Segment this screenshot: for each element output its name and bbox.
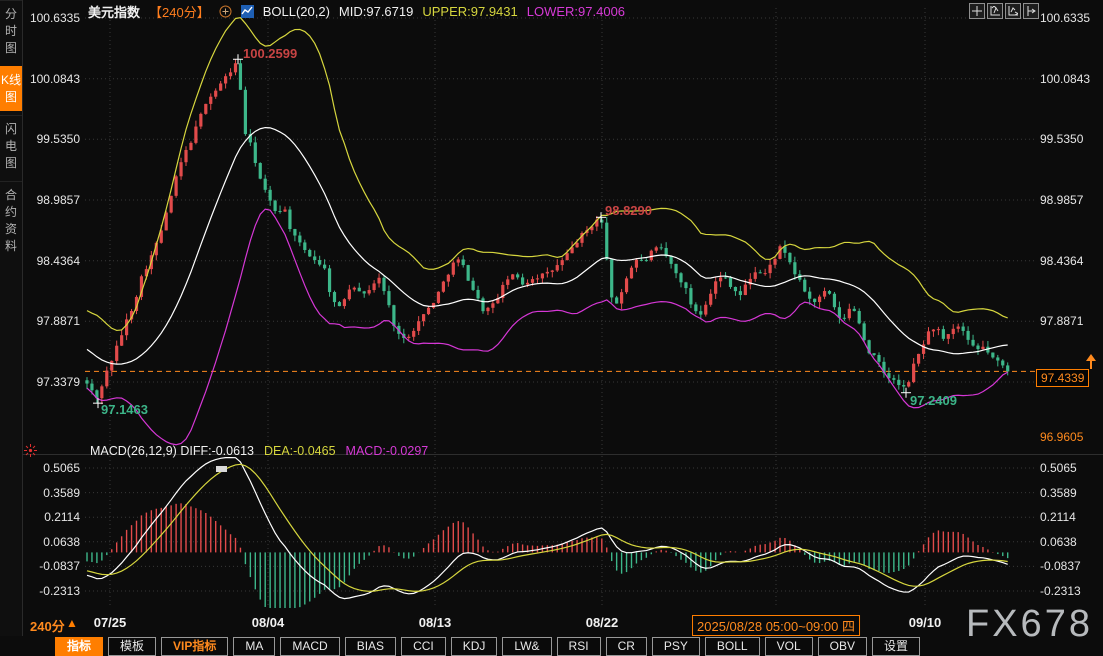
chart-header: 美元指数 【240分】 BOLL(20,2) MID:97.6719 UPPER… bbox=[88, 3, 625, 20]
axis-zoom-horizontal-icon[interactable] bbox=[1005, 3, 1021, 19]
gridlines bbox=[85, 8, 1035, 608]
sidebar-tab-1[interactable]: 分时图 bbox=[0, 0, 22, 62]
main-axis-left-label: 99.5350 bbox=[36, 132, 80, 146]
macd-axis-right-label: 0.0638 bbox=[1040, 535, 1077, 549]
boll-label: BOLL(20,2) bbox=[262, 4, 330, 19]
main-axis-left-label: 97.3379 bbox=[36, 375, 80, 389]
toolbar-button-OBV[interactable]: OBV bbox=[817, 637, 867, 656]
toolbar-button-设置[interactable]: 设置 bbox=[871, 637, 920, 656]
crosshair-tool-icon[interactable] bbox=[969, 3, 985, 19]
instrument-title: 美元指数 bbox=[88, 5, 141, 20]
macd-axis-left-label: -0.0837 bbox=[39, 559, 80, 573]
macd-axis-right-label: 0.3589 bbox=[1040, 486, 1077, 500]
pane-divider bbox=[22, 454, 1103, 455]
period-tag[interactable]: 【240分】 bbox=[149, 5, 210, 20]
pane-splitter-handle[interactable] bbox=[216, 466, 227, 472]
toolbar-button-指标[interactable]: 指标 bbox=[55, 637, 104, 656]
brand-watermark: FX678 bbox=[966, 603, 1093, 645]
x-axis-date-label: 08/22 bbox=[585, 615, 619, 630]
boll-lower-value: LOWER:97.4006 bbox=[526, 4, 626, 19]
boll-mid-value: MID:97.6719 bbox=[338, 4, 414, 19]
x-axis-date-label: 09/10 bbox=[908, 615, 942, 630]
toolbar-button-BIAS[interactable]: BIAS bbox=[344, 637, 397, 656]
macd-dea-value: DEA:-0.0465 bbox=[263, 444, 336, 458]
main-axis-right-label: 98.4364 bbox=[1040, 254, 1084, 268]
macd-pane bbox=[86, 457, 1009, 608]
axis-pan-icon[interactable] bbox=[1023, 3, 1039, 19]
macd-axis-left-label: -0.2313 bbox=[39, 584, 80, 598]
macd-macd-value: MACD:-0.0297 bbox=[345, 444, 429, 458]
indicator-toolbar: 指标 模板 VIP指标 MA MACD BIAS CCI KDJ LW& RSI CR PSY BOLL… bbox=[55, 637, 920, 656]
crosshair-date-readout: 2025/08/28 05:00~09:00 四 bbox=[692, 615, 860, 636]
main-axis-left-label: 98.9857 bbox=[36, 193, 80, 207]
chart-type-sidebar: 分时图 K线图闪电图合约资料 bbox=[0, 0, 23, 636]
main-axis-left-label: 97.8871 bbox=[36, 314, 80, 328]
macd-indicator-header: MACD(26,12,9) DIFF:-0.0613 DEA:-0.0465 M… bbox=[90, 444, 428, 458]
x-axis-date-label: 07/25 bbox=[93, 615, 127, 630]
toolbar-button-MACD[interactable]: MACD bbox=[280, 637, 340, 656]
alert-starburst-icon[interactable] bbox=[23, 443, 38, 458]
macd-axis-right-label: -0.2313 bbox=[1040, 584, 1081, 598]
main-axis-right-label: 99.5350 bbox=[1040, 132, 1084, 146]
extreme-cross-markers bbox=[93, 54, 911, 409]
main-axis-right-label: 100.6335 bbox=[1040, 11, 1091, 25]
low-price-annotation: 97.1463 bbox=[101, 402, 148, 417]
macd-axis-left-label: 0.5065 bbox=[43, 461, 80, 475]
sidebar-tab-2[interactable]: K线图 bbox=[0, 66, 22, 111]
sidebar-tab-4[interactable]: 合约资料 bbox=[0, 181, 22, 260]
macd-axis-right-label: 0.2114 bbox=[1040, 510, 1076, 524]
main-axis-left-label: 100.0843 bbox=[29, 72, 80, 86]
x-axis-date-label: 08/04 bbox=[251, 615, 285, 630]
macd-title-and-diff: MACD(26,12,9) DIFF:-0.0613 bbox=[90, 444, 254, 458]
price-chart-plot[interactable] bbox=[0, 0, 1103, 612]
macd-dea-line bbox=[86, 463, 1008, 592]
x-axis-date-label: 08/13 bbox=[418, 615, 452, 630]
toolbar-button-模板[interactable]: 模板 bbox=[108, 637, 157, 656]
boll-upper-line bbox=[86, 17, 1008, 332]
chart-tools bbox=[969, 3, 1039, 19]
candlesticks bbox=[85, 59, 1010, 405]
toolbar-button-PSY[interactable]: PSY bbox=[651, 637, 700, 656]
main-axis-left-label: 100.6335 bbox=[29, 11, 80, 25]
macd-axis-left-label: 0.3589 bbox=[43, 486, 80, 500]
current-price-box: 97.4339 bbox=[1036, 369, 1090, 387]
sidebar-tab-3[interactable]: 闪电图 bbox=[0, 115, 22, 177]
toolbar-button-VIP指标[interactable]: VIP指标 bbox=[161, 637, 229, 656]
main-axis-right-label: 97.8871 bbox=[1040, 314, 1084, 328]
macd-axis-right-label: -0.0837 bbox=[1040, 559, 1081, 573]
axis-zoom-vertical-icon[interactable] bbox=[987, 3, 1003, 19]
boll-mid-line bbox=[86, 126, 1008, 365]
toolbar-button-BOLL[interactable]: BOLL bbox=[704, 637, 760, 656]
toolbar-button-CR[interactable]: CR bbox=[605, 637, 647, 656]
peak-price-annotation: 100.2599 bbox=[243, 46, 298, 61]
pane-min-label: 96.9605 bbox=[1040, 430, 1084, 444]
macd-diff-line bbox=[86, 457, 1008, 600]
macd-axis-left-label: 0.2114 bbox=[44, 510, 80, 524]
period-selector-arrow-icon[interactable]: ▲ bbox=[66, 616, 78, 630]
toolbar-button-MA[interactable]: MA bbox=[233, 637, 276, 656]
period-selector[interactable]: 240分 bbox=[30, 619, 65, 634]
toolbar-button-RSI[interactable]: RSI bbox=[556, 637, 601, 656]
main-axis-right-label: 98.9857 bbox=[1040, 193, 1084, 207]
second-low-annotation: 97.2409 bbox=[910, 393, 957, 408]
toolbar-button-KDJ[interactable]: KDJ bbox=[450, 637, 498, 656]
main-axis-right-label: 100.0843 bbox=[1040, 72, 1091, 86]
mid-peak-annotation: 98.8290 bbox=[605, 203, 652, 218]
boll-upper-value: UPPER:97.9431 bbox=[422, 4, 518, 19]
price-up-arrow-icon bbox=[1086, 354, 1096, 369]
main-axis-left-label: 98.4364 bbox=[36, 254, 80, 268]
macd-axis-right-label: 0.5065 bbox=[1040, 461, 1077, 475]
toolbar-button-VOL[interactable]: VOL bbox=[764, 637, 813, 656]
mini-chart-icon[interactable] bbox=[240, 5, 254, 18]
macd-axis-left-label: 0.0638 bbox=[43, 535, 80, 549]
toolbar-button-CCI[interactable]: CCI bbox=[401, 637, 446, 656]
boll-lower-line bbox=[86, 208, 1009, 446]
toolbar-button-LW&[interactable]: LW& bbox=[502, 637, 552, 656]
circle-plus-icon[interactable] bbox=[219, 5, 232, 18]
